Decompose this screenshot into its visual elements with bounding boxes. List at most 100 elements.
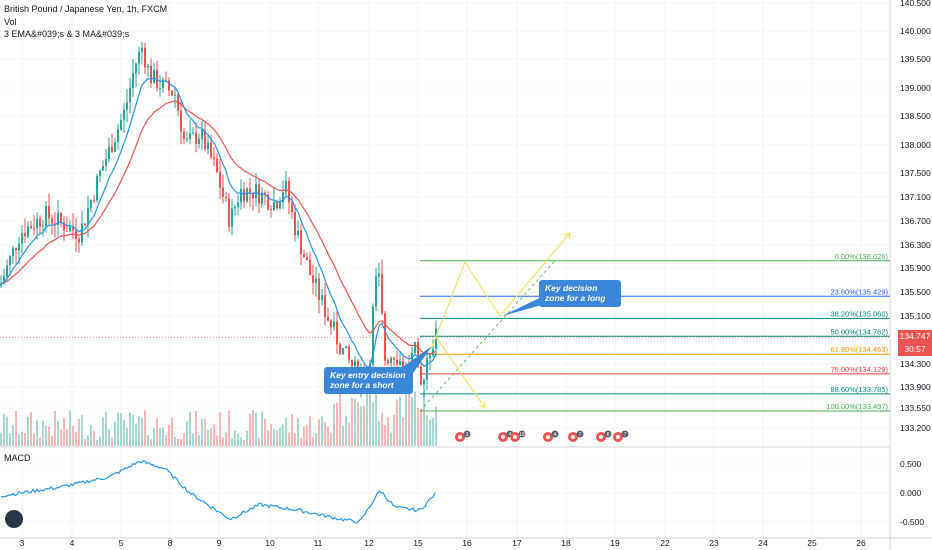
event-badges[interactable]: 3 4 18 4 7 8 7: [455, 430, 629, 443]
volume-bar: [276, 430, 278, 446]
candle-body: [420, 366, 422, 385]
volume-bars: [0, 383, 437, 446]
candle-body: [78, 238, 80, 243]
candle-body: [3, 276, 5, 284]
candle-body: [171, 90, 173, 96]
volume-bar: [21, 431, 23, 446]
candle-body: [387, 360, 389, 364]
candle-body: [150, 65, 152, 84]
event-badge-dot: [546, 435, 550, 439]
candle-body: [147, 65, 149, 68]
price-tick-label: 139.500: [900, 54, 931, 64]
price-tick-label: 133.200: [900, 423, 931, 433]
tradingview-logo-icon[interactable]: [5, 510, 23, 528]
candle-body: [21, 233, 23, 244]
candle-body: [378, 273, 380, 277]
volume-bar: [429, 419, 431, 446]
volume-bar: [63, 417, 65, 446]
candle-body: [120, 119, 122, 130]
candle-body: [246, 188, 248, 202]
volume-bar: [60, 429, 62, 446]
volume-bar: [336, 402, 338, 446]
volume-bar: [6, 416, 8, 446]
volume-bar: [66, 429, 68, 446]
candle-body: [144, 47, 146, 68]
candle-body: [186, 138, 188, 140]
volume-bar: [396, 399, 398, 446]
candle-body: [6, 265, 8, 277]
fib-retracement[interactable]: 0.00%(136.026) 23.60%(135.429) 38.20%(135.…: [420, 252, 890, 412]
candle-body: [270, 209, 272, 211]
volume-bar: [270, 424, 272, 446]
candle-body: [339, 344, 341, 355]
candle-body: [36, 218, 38, 229]
candle-body: [195, 132, 197, 144]
candle-body: [393, 357, 395, 360]
volume-bar: [267, 430, 269, 446]
volume-bar: [324, 422, 326, 446]
candle-body: [51, 218, 53, 224]
volume-bar: [411, 397, 413, 446]
volume-bar: [387, 417, 389, 446]
volume-bar: [39, 437, 41, 446]
time-tick-label: 24: [758, 538, 768, 548]
volume-bar: [132, 415, 134, 446]
event-count-bubble: [621, 430, 629, 438]
volume-bar: [405, 392, 407, 446]
volume-bar: [408, 390, 410, 446]
ema-fast-line: [0, 76, 437, 368]
candle-body: [141, 47, 143, 53]
price-tick-label: 138.500: [900, 111, 931, 121]
candle-body: [27, 226, 29, 237]
volume-bar: [3, 413, 5, 446]
candle-body: [309, 260, 311, 276]
candle-body: [162, 79, 164, 89]
price-tick-label: 133.550: [900, 403, 931, 413]
volume-bar: [282, 424, 284, 446]
volume-bar: [219, 412, 221, 446]
fib-level-label: 23.60%(135.429): [830, 287, 888, 296]
time-tick-label: 9: [217, 538, 222, 548]
volume-bar: [423, 391, 425, 446]
volume-bar: [357, 402, 359, 446]
candle-body: [18, 243, 20, 251]
candle-body: [417, 341, 419, 367]
volume-bar: [420, 409, 422, 446]
volume-bar: [156, 417, 158, 446]
volume-bar: [45, 425, 47, 446]
volume-bar: [183, 433, 185, 446]
long-zone-callout[interactable]: Key decision zone for a long: [539, 280, 621, 307]
candle-body: [372, 306, 374, 365]
event-badge-dot: [513, 435, 517, 439]
time-axis[interactable]: 3 4 5 8 9 10 11 12 15 16 17 18 19 22 23 24 25 26: [0, 446, 932, 548]
event-count-bubble: [463, 430, 471, 438]
candle-body: [204, 129, 206, 150]
candle-body: [318, 278, 320, 300]
volume-bar: [393, 414, 395, 446]
volume-bar: [306, 425, 308, 446]
volume-bar: [18, 434, 20, 446]
candle-body: [111, 146, 113, 152]
volume-bar: [0, 432, 2, 446]
event-badge-dot: [501, 435, 505, 439]
volume-bar: [111, 437, 113, 446]
candle-body: [333, 321, 335, 327]
candle-body: [84, 223, 86, 225]
volume-bar: [144, 410, 146, 446]
volume-bar: [189, 411, 191, 446]
candle-body: [381, 273, 383, 314]
event-count-label: 4: [554, 432, 557, 438]
volume-bar: [123, 419, 125, 446]
time-tick-label: 17: [512, 538, 522, 548]
volume-bar: [237, 433, 239, 446]
candle-body: [123, 109, 125, 120]
event-count-label: 7: [579, 432, 582, 438]
candle-body: [90, 200, 92, 209]
short-zone-callout[interactable]: Key entry decision zone for a short: [324, 367, 413, 394]
volume-bar: [99, 436, 101, 446]
volume-bar: [399, 396, 401, 446]
volume-bar: [177, 439, 179, 446]
candle-body: [30, 226, 32, 229]
